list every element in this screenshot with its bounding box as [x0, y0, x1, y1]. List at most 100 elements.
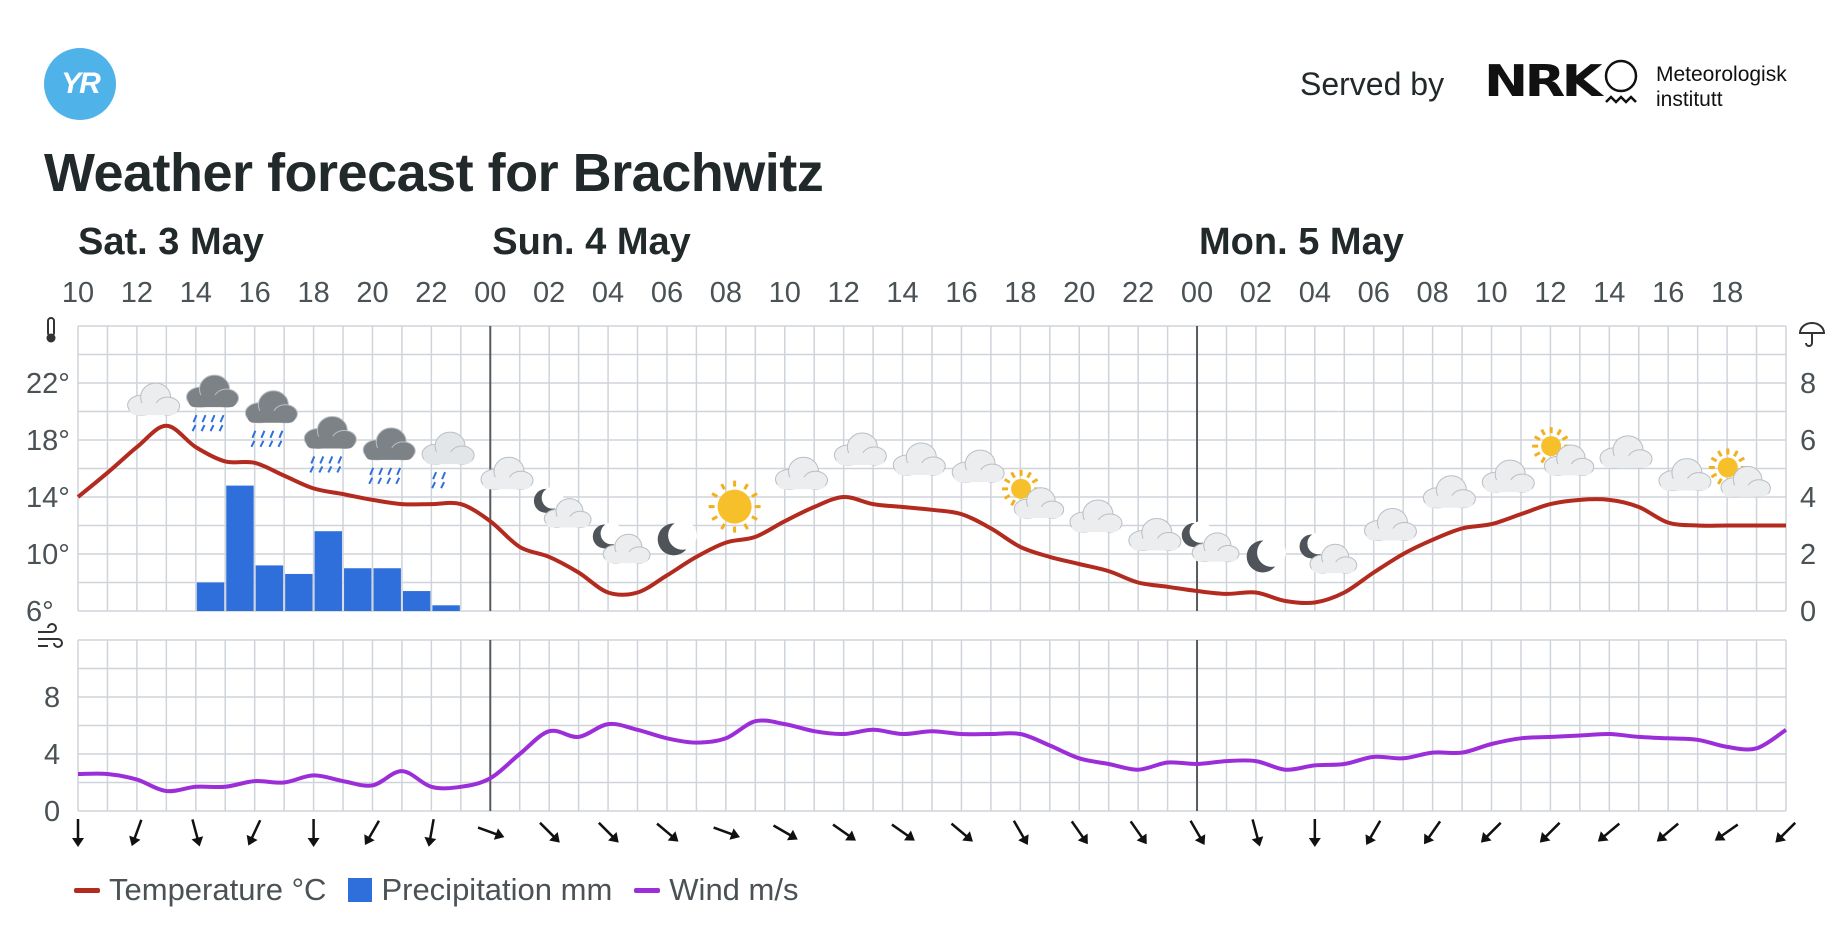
rain-drop: [431, 481, 436, 489]
moon-icon: [657, 520, 697, 556]
sun-ray: [1710, 472, 1718, 479]
cloud-icon: [1069, 499, 1123, 533]
cloud-base: [546, 516, 590, 528]
rain-drop: [327, 466, 333, 473]
precipitation-tick-label: 2: [1800, 539, 1816, 571]
sun-ray: [751, 515, 758, 521]
sun-ray: [1717, 478, 1723, 485]
arrow-head: [904, 830, 915, 841]
hour-tick-label: 16: [239, 277, 271, 309]
yr-logo[interactable]: YR: [44, 48, 116, 120]
wind-icon: [38, 623, 63, 648]
moon-cloud-icon: [533, 487, 592, 528]
sun-cloud-icon: [1708, 448, 1771, 498]
arrow-head: [962, 831, 973, 842]
rain-drop: [201, 414, 207, 423]
rain-drop: [259, 440, 265, 448]
cloud-base: [777, 477, 826, 490]
rain-drop: [218, 424, 224, 432]
cloud-base: [1130, 538, 1179, 551]
wind-direction-arrow: [1539, 821, 1561, 843]
sun-ray: [720, 483, 726, 491]
rain-drop: [200, 424, 206, 432]
hour-tick-label: 12: [828, 277, 860, 309]
legend-temperature: Temperature °C: [74, 872, 326, 908]
rain-drop: [250, 440, 256, 448]
arrow-head: [1656, 831, 1668, 842]
precipitation-tick-label: 8: [1800, 368, 1816, 400]
sun-ray: [1710, 456, 1718, 463]
wind-direction-arrow: [1308, 819, 1321, 847]
arrow-head: [364, 834, 375, 845]
wind-direction-arrow: [1714, 823, 1739, 841]
hour-tick-label: 10: [62, 277, 94, 309]
sun-ray: [1540, 428, 1546, 436]
arrow-head: [1480, 832, 1492, 843]
sun-disc: [1717, 457, 1738, 478]
sun-ray: [1561, 435, 1569, 441]
hour-tick-label: 22: [415, 277, 447, 309]
rain-drop: [395, 477, 401, 485]
wind-direction-arrow: [307, 819, 320, 847]
moon-cut: [541, 487, 564, 509]
rain-drop: [310, 456, 316, 464]
arrow-head: [1194, 834, 1206, 845]
temperature-tick-label: 14°: [26, 482, 70, 514]
rain-drop: [260, 430, 266, 439]
rain-drop: [378, 467, 384, 476]
precipitation-bar: [344, 568, 372, 611]
arrow-head: [786, 829, 798, 841]
hour-tick-label: 12: [121, 277, 153, 309]
sun-ray: [1010, 499, 1016, 507]
hour-tick-label: 02: [533, 277, 565, 309]
sun-ray: [743, 483, 749, 491]
moon-icon: [1246, 538, 1286, 573]
rain-drop: [440, 481, 445, 489]
sun-ray: [711, 492, 719, 498]
rain-drop: [396, 467, 402, 476]
cloud-icon: [892, 442, 946, 476]
precipitation-bar: [196, 582, 225, 611]
rain-drop: [251, 430, 257, 439]
wind-direction-arrow: [1189, 820, 1206, 845]
cloud-base: [1546, 464, 1592, 476]
wind-direction-arrow: [832, 823, 856, 841]
arrow-head: [1365, 834, 1376, 845]
precipitation-bar: [255, 565, 284, 611]
wind-direction-arrow: [1775, 821, 1797, 843]
sun-ray: [1003, 494, 1011, 500]
moon-cut: [1189, 521, 1212, 543]
rain-drop: [386, 477, 392, 485]
rain-cloud-icon: [186, 374, 240, 432]
wind-direction-arrow: [364, 820, 381, 845]
hour-tick-label: 18: [1711, 277, 1743, 309]
sun-cloud-icon: [1002, 469, 1065, 519]
rain-drop: [432, 471, 438, 480]
sun-icon: [708, 480, 761, 533]
hour-tick-label: 20: [356, 277, 388, 309]
met-line-1: Meteorologisk: [1656, 63, 1787, 86]
met-institute-name[interactable]: Meteorologisk institutt: [1656, 62, 1787, 112]
arrow-head: [1539, 832, 1551, 843]
hour-tick-label: 00: [1181, 277, 1213, 309]
rain-drop: [309, 466, 315, 473]
wind-direction-arrow: [1480, 821, 1502, 843]
hour-tick-label: 18: [297, 277, 329, 309]
cloud-base: [1071, 519, 1120, 532]
sun-ray: [720, 523, 726, 530]
cloud-base: [1602, 455, 1651, 468]
rain-cloud-icon: [362, 427, 416, 485]
hour-tick-label: 14: [886, 277, 918, 309]
nrk-logo[interactable]: NRK: [1484, 56, 1603, 107]
rain-drop: [368, 477, 374, 485]
hour-tick-label: 08: [710, 277, 742, 309]
arrow-head: [1018, 834, 1029, 845]
cloud-icon: [480, 456, 534, 490]
rain-drop: [441, 471, 447, 480]
moon-cloud-icon: [1299, 532, 1358, 574]
cloud-base: [1311, 562, 1355, 574]
hour-tick-label: 08: [1416, 277, 1448, 309]
met-institute-icon[interactable]: [1603, 58, 1639, 114]
chart-legend: Temperature °C Precipitation mm Wind m/s: [74, 872, 820, 908]
